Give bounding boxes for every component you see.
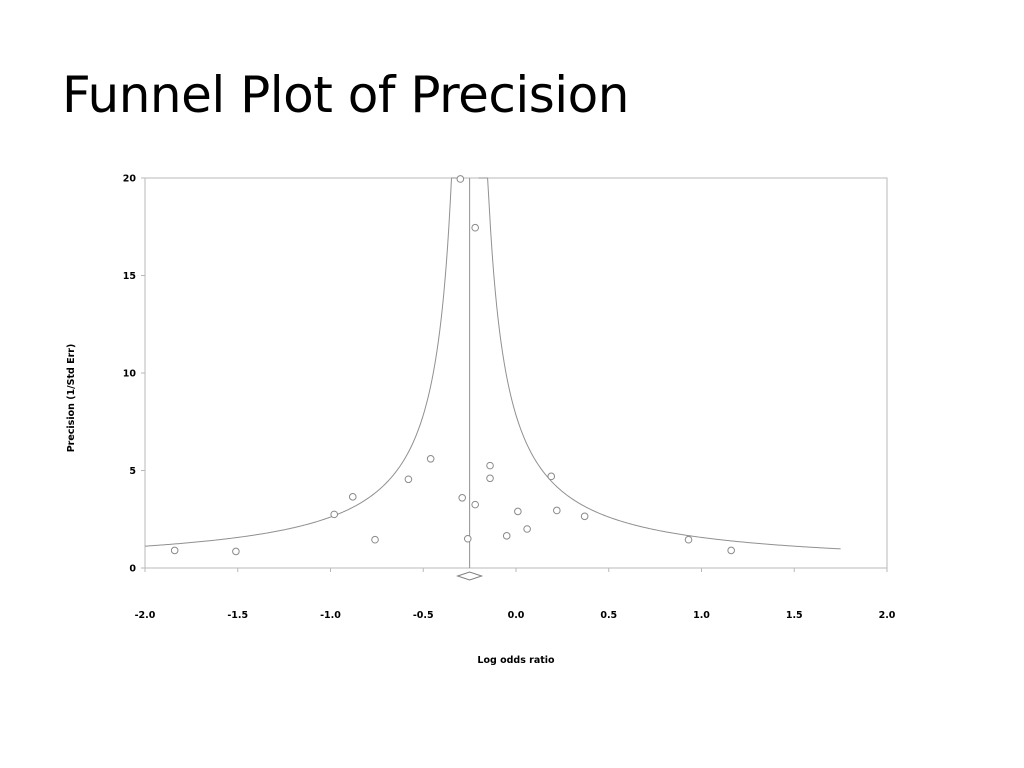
study-point: [684, 535, 693, 544]
x-tick-label: -1.0: [320, 610, 341, 621]
study-point: [348, 493, 357, 501]
study-point: [486, 461, 494, 470]
x-axis-label: Log odds ratio: [477, 655, 555, 666]
y-tick-label: 15: [123, 271, 136, 282]
y-tick-label: 10: [123, 369, 137, 380]
summary-diamond: [456, 571, 484, 581]
slide-title: Funnel Plot of Precision: [62, 66, 629, 124]
study-point: [486, 474, 494, 483]
x-tick-label: 2.0: [879, 610, 896, 621]
study-point: [553, 506, 561, 515]
study-point: [170, 546, 179, 555]
study-point: [232, 547, 240, 556]
study-point: [727, 546, 735, 555]
x-tick-label: -0.5: [413, 610, 434, 621]
y-axis: 0 5 10 15 20: [123, 174, 145, 575]
x-tick-label: 0.5: [600, 610, 617, 621]
study-point: [463, 534, 472, 543]
study-point: [426, 455, 435, 463]
study-point: [458, 494, 467, 502]
funnel-lines: [144, 177, 841, 581]
y-tick-label: 20: [123, 174, 137, 185]
study-point: [404, 475, 413, 484]
x-axis: -2.0 -1.5 -1.0 -0.5 0.0 0.5 1.0 1.5 2.0: [135, 568, 896, 621]
y-axis-label: Precision (1/Std Err): [66, 344, 77, 453]
funnel-right-limit: [478, 177, 841, 550]
x-tick-label: -2.0: [135, 610, 156, 621]
study-point: [502, 532, 511, 540]
x-tick-label: 1.5: [786, 610, 803, 621]
y-tick-label: 0: [129, 564, 136, 575]
study-point: [514, 507, 522, 516]
funnel-left-limit: [144, 177, 461, 547]
study-point: [471, 223, 479, 232]
study-point: [330, 510, 339, 519]
x-tick-label: 1.0: [693, 610, 710, 621]
study-point: [456, 175, 465, 183]
x-tick-label: -1.5: [227, 610, 248, 621]
x-tick-label: 0.0: [508, 610, 525, 621]
y-tick-label: 5: [129, 466, 136, 477]
study-point: [547, 472, 556, 481]
study-point: [580, 512, 589, 521]
study-point: [471, 500, 479, 509]
study-point: [371, 535, 379, 544]
points-layer: [170, 175, 735, 556]
study-point: [523, 525, 531, 533]
